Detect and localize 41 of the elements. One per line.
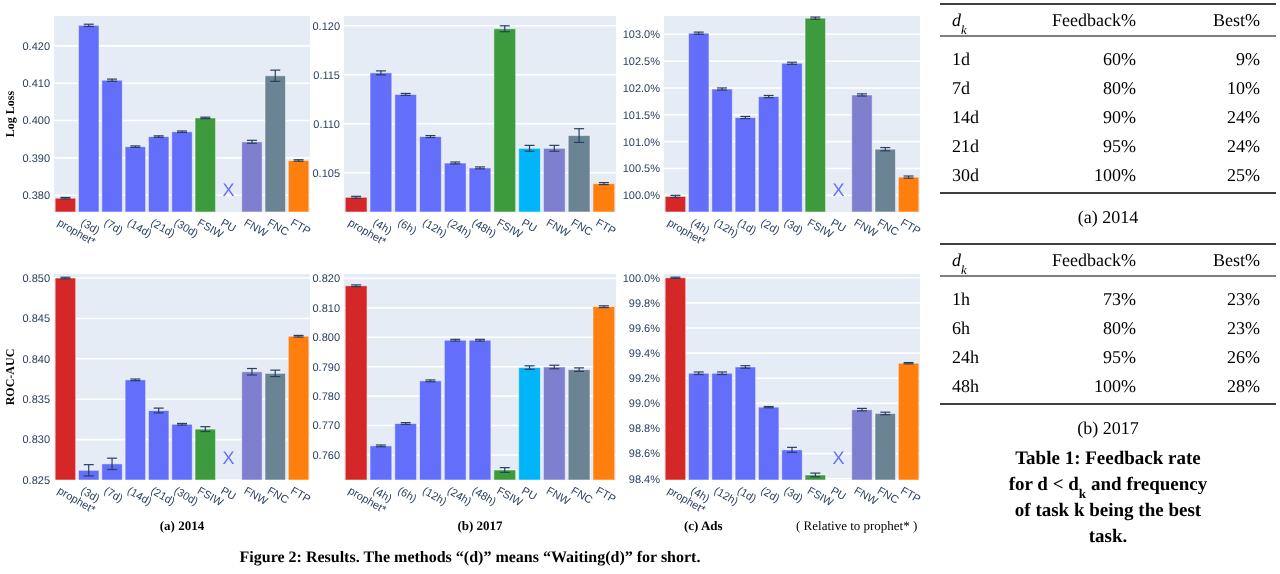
caption: Figure 2: Results. The methods “(d)” means “Waiting(d)” for short. <box>239 548 701 566</box>
text: Best% <box>1213 10 1261 30</box>
text: 100% <box>1094 376 1137 396</box>
text: 23% <box>1227 318 1261 338</box>
annotation: X <box>222 180 235 200</box>
text: d$_{k}$ <box>952 10 967 37</box>
text: 24% <box>1227 136 1261 156</box>
text: Table 1: Feedback rate for d < d$_{k}$ and frequency of task k being the best task. <box>1008 450 1208 548</box>
text: 100% <box>1094 165 1137 185</box>
text: 73% <box>1103 289 1137 309</box>
text: 90% <box>1103 107 1137 127</box>
text: 80% <box>1103 318 1137 338</box>
text: 26% <box>1227 347 1261 367</box>
text: 1d <box>952 49 971 69</box>
text: 14d <box>952 107 980 127</box>
annotation: X <box>832 448 845 468</box>
text: Feedback% <box>1052 250 1137 270</box>
text: d$_{k}$ <box>952 250 967 277</box>
text: 10% <box>1227 78 1261 98</box>
text: 30d <box>952 165 980 185</box>
text: 7d <box>952 78 971 98</box>
text: 95% <box>1103 136 1137 156</box>
text: 24h <box>952 347 980 367</box>
text: 6h <box>952 318 971 338</box>
text: 80% <box>1103 78 1137 98</box>
text: Best% <box>1213 250 1261 270</box>
text: 1h <box>952 289 971 309</box>
text: (a) 2014 <box>1077 207 1140 227</box>
annotation: X <box>832 180 845 200</box>
text: 48h <box>952 376 980 396</box>
text: 21d <box>952 136 980 156</box>
text: 23% <box>1227 289 1261 309</box>
text: Feedback% <box>1052 10 1137 30</box>
text: 28% <box>1227 376 1261 396</box>
text: 25% <box>1227 165 1261 185</box>
text: 60% <box>1103 49 1137 69</box>
annotation: X <box>222 448 235 468</box>
text: 24% <box>1227 107 1261 127</box>
text: (b) 2017 <box>1077 418 1140 438</box>
text: 9% <box>1236 49 1261 69</box>
text: 95% <box>1103 347 1137 367</box>
